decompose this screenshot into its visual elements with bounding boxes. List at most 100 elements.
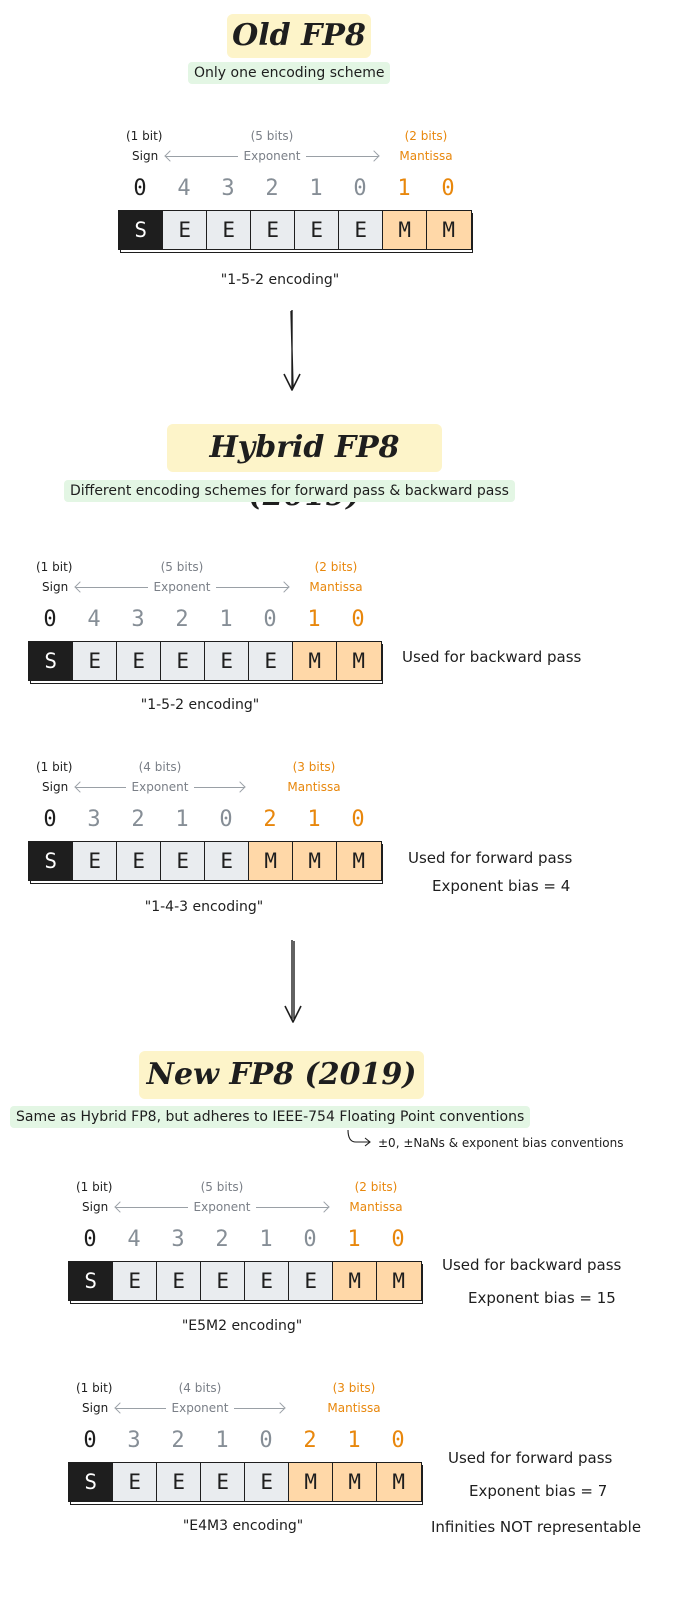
hybrid-152-diagram-cell-mantissa: M	[292, 641, 338, 681]
e4m3-diagram-exp-label: Exponent	[166, 1402, 234, 1414]
old-fp8-diagram-bit-index: 1	[309, 176, 323, 201]
old-fp8-diagram-cell-sign: S	[118, 210, 164, 250]
new-fp8-title: New FP8 (2019)	[139, 1051, 424, 1099]
e5m2-diagram-bit-index: 0	[303, 1227, 317, 1252]
hybrid-143-diagram-bit-index: 2	[263, 807, 277, 832]
e5m2-diagram-cell-sign: S	[68, 1261, 114, 1301]
old-fp8-subtitle: Only one encoding scheme	[188, 62, 391, 84]
hybrid-143-diagram-cell-exponent: E	[160, 841, 206, 881]
hybrid-fp8-subtitle: Different encoding schemes for forward p…	[64, 480, 515, 502]
e5m2-diagram-sign-bits: (1 bit)	[76, 1180, 113, 1194]
old-fp8-diagram-cell-exponent: E	[162, 210, 208, 250]
e4m3-diagram: (1 bit) Sign (4 bits) Exponent (3 bits) Manti…	[68, 1378, 423, 1506]
e5m2-bias: Exponent bias = 15	[468, 1289, 616, 1307]
e5m2-diagram-bit-index: 2	[215, 1227, 229, 1252]
old-fp8-diagram: (1 bit) Sign (5 bits) Exponent (2 bits) Manti…	[118, 126, 473, 254]
e5m2-diagram-man-bits: (2 bits)	[354, 1180, 398, 1194]
hybrid-143-diagram-exp-bits: (4 bits)	[138, 760, 182, 774]
hybrid-152-diagram-bit-index: 0	[43, 607, 57, 632]
hybrid-143-diagram-sign-bits: (1 bit)	[36, 760, 73, 774]
e4m3-diagram-man-label: Mantissa	[327, 1401, 381, 1415]
e5m2-diagram-bit-index: 0	[391, 1227, 405, 1252]
hybrid-152-caption: "1-5-2 encoding"	[140, 697, 260, 713]
hybrid-152-diagram-bit-index: 3	[131, 607, 145, 632]
hybrid-143-diagram-bit-index: 3	[87, 807, 101, 832]
note-connector-icon	[347, 1129, 371, 1147]
e5m2-diagram-bit-index: 0	[83, 1227, 97, 1252]
hybrid-143-diagram-cell-mantissa: M	[336, 841, 382, 881]
e4m3-diagram-cell-exponent: E	[156, 1462, 202, 1502]
e4m3-usage: Used for forward pass	[448, 1449, 613, 1467]
hybrid-152-diagram-cell-exponent: E	[116, 641, 162, 681]
old-fp8-diagram-cell-mantissa: M	[426, 210, 472, 250]
old-fp8-diagram-bit-index: 0	[353, 176, 367, 201]
e4m3-caption: "E4M3 encoding"	[182, 1518, 304, 1534]
hybrid-152-diagram-bit-index: 1	[219, 607, 233, 632]
e4m3-diagram-man-bits: (3 bits)	[332, 1381, 376, 1395]
hybrid-152-diagram-cell-exponent: E	[72, 641, 118, 681]
e5m2-diagram-bit-index: 3	[171, 1227, 185, 1252]
old-fp8-diagram-cell-exponent: E	[250, 210, 296, 250]
e5m2-caption: "E5M2 encoding"	[181, 1318, 303, 1334]
hybrid-152-diagram-sign-label: Sign	[42, 580, 69, 594]
hybrid-143-bias: Exponent bias = 4	[432, 877, 571, 895]
e5m2-diagram-bit-index: 4	[127, 1227, 141, 1252]
hybrid-152-diagram-exp-label: Exponent	[148, 581, 216, 593]
e4m3-diagram-bit-index: 2	[171, 1428, 185, 1453]
old-fp8-title: Old FP8	[227, 14, 371, 58]
e5m2-diagram-cell-mantissa: M	[332, 1261, 378, 1301]
old-fp8-diagram-sign-label: Sign	[132, 149, 159, 163]
hybrid-152-diagram-bit-index: 2	[175, 607, 189, 632]
e4m3-diagram-cell-exponent: E	[244, 1462, 290, 1502]
hybrid-152-diagram: (1 bit) Sign (5 bits) Exponent (2 bits) Manti…	[28, 557, 383, 685]
hybrid-143-diagram-man-label: Mantissa	[287, 780, 341, 794]
hybrid-143-diagram-sign-label: Sign	[42, 780, 69, 794]
old-fp8-diagram-bit-index: 2	[265, 176, 279, 201]
old-fp8-diagram-exp-label: Exponent	[238, 150, 306, 162]
e4m3-diagram-cell-mantissa: M	[288, 1462, 334, 1502]
old-fp8-diagram-cell-exponent: E	[338, 210, 384, 250]
e4m3-diagram-cell-mantissa: M	[376, 1462, 422, 1502]
old-fp8-diagram-bit-index: 3	[221, 176, 235, 201]
hybrid-152-diagram-bit-index: 4	[87, 607, 101, 632]
e4m3-diagram-bit-index: 3	[127, 1428, 141, 1453]
e4m3-diagram-sign-label: Sign	[82, 1401, 109, 1415]
hybrid-143-diagram-bit-index: 0	[219, 807, 233, 832]
e5m2-diagram-cell-exponent: E	[200, 1261, 246, 1301]
old-fp8-diagram-exp-bits: (5 bits)	[250, 129, 294, 143]
hybrid-152-diagram-man-label: Mantissa	[309, 580, 363, 594]
hybrid-143-diagram-cell-exponent: E	[204, 841, 250, 881]
hybrid-143-usage: Used for forward pass	[408, 849, 573, 867]
e5m2-diagram-cell-exponent: E	[112, 1261, 158, 1301]
hybrid-152-diagram-exp-bits: (5 bits)	[160, 560, 204, 574]
e5m2-diagram-man-label: Mantissa	[349, 1200, 403, 1214]
hybrid-152-diagram-bit-index: 0	[351, 607, 365, 632]
e4m3-diagram-cell-exponent: E	[112, 1462, 158, 1502]
hybrid-152-usage: Used for backward pass	[402, 648, 582, 666]
e5m2-diagram-cell-exponent: E	[244, 1261, 290, 1301]
e4m3-diagram-bit-index: 1	[215, 1428, 229, 1453]
hybrid-143-diagram-cell-mantissa: M	[292, 841, 338, 881]
e4m3-bias: Exponent bias = 7	[469, 1482, 608, 1500]
e4m3-diagram-cell-mantissa: M	[332, 1462, 378, 1502]
e4m3-diagram-bit-index: 0	[83, 1428, 97, 1453]
hybrid-152-diagram-sign-bits: (1 bit)	[36, 560, 73, 574]
old-fp8-diagram-cell-exponent: E	[206, 210, 252, 250]
ieee-conventions-note: ±0, ±NaNs & exponent bias conventions	[378, 1136, 624, 1150]
e4m3-diagram-cell-sign: S	[68, 1462, 114, 1502]
hybrid-143-diagram-cell-mantissa: M	[248, 841, 294, 881]
hybrid-152-diagram-cell-sign: S	[28, 641, 74, 681]
old-fp8-diagram-man-bits: (2 bits)	[404, 129, 448, 143]
e4m3-diagram-cell-exponent: E	[200, 1462, 246, 1502]
hybrid-152-diagram-cell-exponent: E	[204, 641, 250, 681]
new-fp8-subtitle: Same as Hybrid FP8, but adheres to IEEE-…	[10, 1106, 531, 1128]
e4m3-infinity-note: Infinities NOT representable	[431, 1518, 642, 1536]
old-fp8-diagram-bit-index: 0	[133, 176, 147, 201]
e5m2-diagram-cell-exponent: E	[156, 1261, 202, 1301]
hybrid-143-diagram-bit-index: 2	[131, 807, 145, 832]
hybrid-143-diagram-cell-exponent: E	[116, 841, 162, 881]
